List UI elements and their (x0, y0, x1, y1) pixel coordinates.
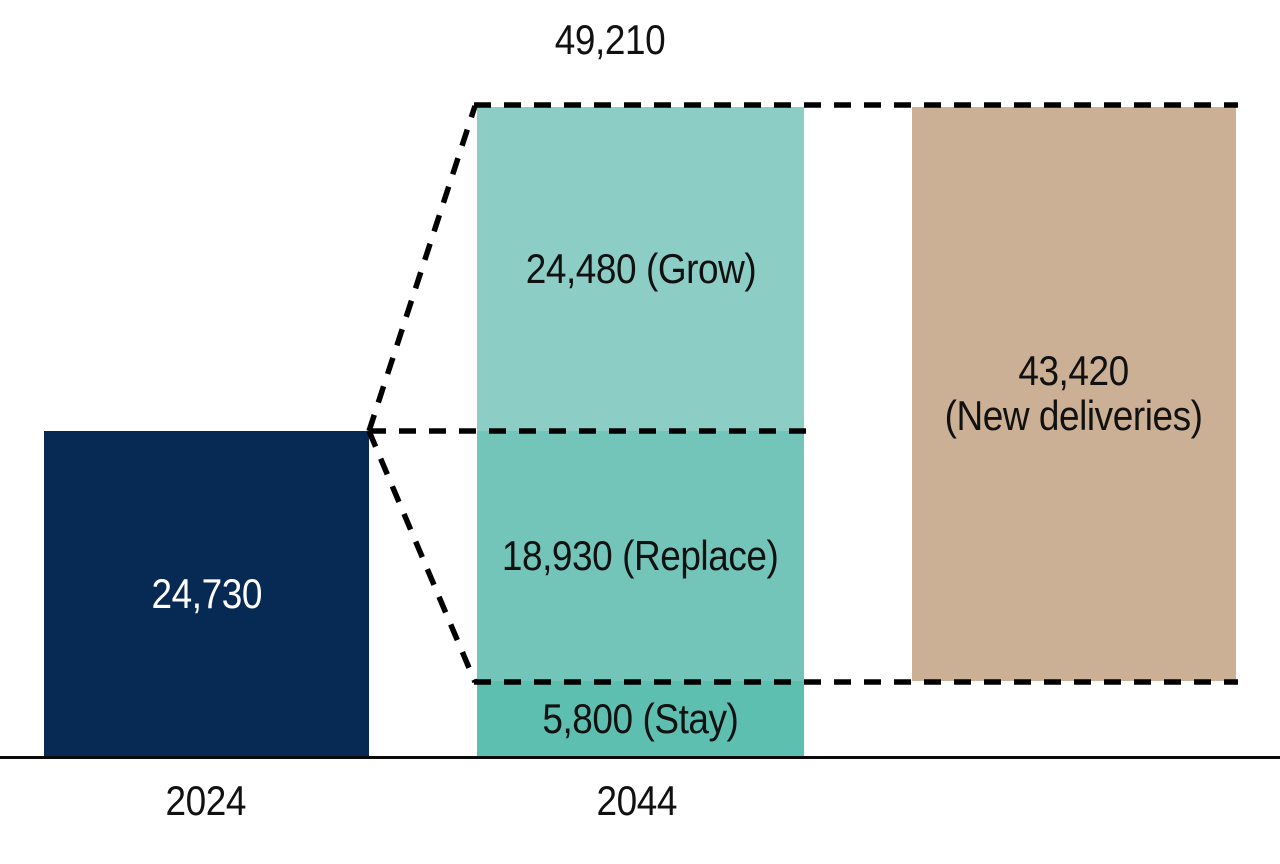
segment-replace: 18,930 (Replace) (477, 431, 804, 681)
segment-stay: 5,800 (Stay) (477, 681, 804, 758)
total-value-label-2044: 49,210 (554, 16, 666, 63)
x-axis-label-2044: 2044 (596, 777, 678, 824)
bar-new-deliveries-value: 43,420 (1018, 347, 1130, 395)
bar-new-deliveries-name: (New deliveries) (945, 392, 1203, 439)
segment-replace-label: 18,930 (Replace) (502, 531, 779, 579)
bar-new-deliveries: 43,420 (New deliveries) (912, 107, 1236, 681)
bar-new-deliveries-label: 43,420 (New deliveries) (945, 349, 1203, 438)
segment-grow: 24,480 (Grow) (477, 107, 804, 431)
x-axis-label-2024: 2024 (165, 777, 247, 824)
bar-2044-stack: 24,480 (Grow) 18,930 (Replace) 5,800 (St… (477, 107, 804, 758)
bar-2024: 24,730 (44, 431, 369, 758)
connector-lower-diagonal-dashed-line (366, 429, 478, 684)
segment-grow-label: 24,480 (Grow) (525, 244, 756, 292)
connector-upper-diagonal-dashed-line (366, 105, 478, 432)
bar-2024-value-label: 24,730 (151, 570, 262, 618)
x-axis-baseline (0, 756, 1280, 759)
segment-stay-label: 5,800 (Stay) (542, 695, 739, 743)
